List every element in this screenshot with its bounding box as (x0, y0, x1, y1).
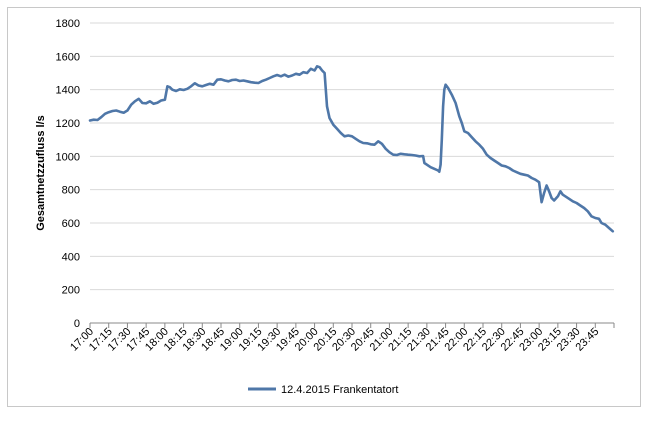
y-tick-label: 0 (74, 318, 80, 330)
y-tick-label: 400 (62, 251, 80, 263)
y-tick-label: 1200 (56, 118, 80, 130)
x-tick-labels: 17:0017:1517:3017:4518:0018:1518:3018:45… (68, 326, 601, 354)
legend-label: 12.4.2015 Frankentatort (281, 384, 398, 396)
legend: 12.4.2015 Frankentatort (248, 384, 398, 396)
y-tick-label: 800 (62, 185, 80, 197)
y-tick-label: 200 (62, 285, 80, 297)
series-line (88, 65, 615, 233)
y-axis-title: Gesamtnetzzufluss l/s (35, 115, 47, 231)
gridlines (90, 22, 614, 291)
y-tick-label: 1600 (56, 51, 80, 63)
y-tick-label: 1400 (56, 85, 80, 97)
y-tick-label: 1000 (56, 151, 80, 163)
y-tick-label: 1800 (56, 18, 80, 30)
y-tick-labels: 0 200 400 600 800 1000 1200 1400 1600 1800 (56, 18, 80, 330)
x-tick-marks (89, 323, 615, 328)
y-tick-label: 600 (62, 218, 80, 230)
